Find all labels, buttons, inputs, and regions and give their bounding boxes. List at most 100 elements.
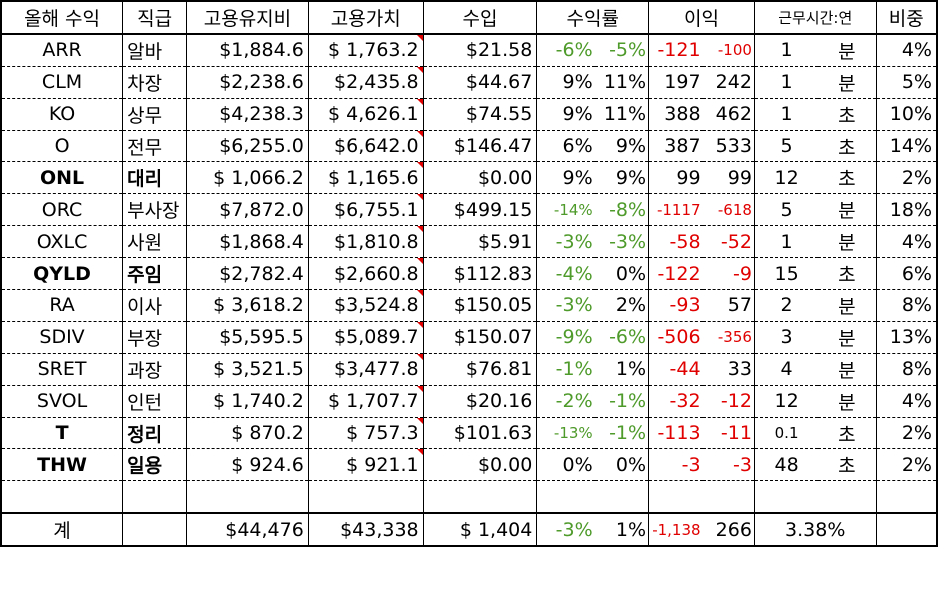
income-cell[interactable]: $150.05 [423,289,538,322]
return-rate-cell[interactable]: -5% [594,33,650,67]
income-cell[interactable]: $20.16 [423,385,538,418]
time-unit-cell[interactable]: 분 [818,321,877,354]
cost-cell[interactable]: $ 924.6 [186,448,309,482]
rank-cell[interactable]: 일용 [122,448,188,482]
weight-cell[interactable]: 14% [876,130,938,163]
return-rate-cell[interactable]: -2% [536,385,595,418]
weight-cell[interactable]: 13% [876,321,938,354]
rank-cell[interactable]: 전무 [122,130,188,163]
profit-cell[interactable]: 99 [648,161,703,195]
header-cell[interactable]: 올해 수익 [0,0,124,35]
ticker-cell[interactable]: O [0,130,124,163]
return-rate-cell[interactable]: -3% [536,225,595,259]
profit-cell[interactable]: -52 [702,225,755,259]
time-unit-cell[interactable]: 분 [818,193,877,227]
time-unit-cell[interactable]: 초 [818,448,877,482]
profit-cell[interactable]: -32 [648,385,703,418]
profit-cell[interactable]: 242 [702,66,755,99]
time-unit-cell[interactable]: 초 [818,161,877,195]
header-cell[interactable]: 고용가치 [308,0,424,35]
return-rate-cell[interactable]: 0% [536,448,595,482]
ticker-cell[interactable]: THW [0,448,124,482]
profit-cell[interactable]: -121 [648,33,703,67]
profit-cell[interactable]: -3 [648,448,703,482]
profit-cell[interactable]: -122 [648,257,703,291]
value-cell[interactable]: $3,477.8 [308,353,424,386]
return-rate-cell[interactable]: -6% [536,33,595,67]
weight-cell[interactable]: 4% [876,225,938,259]
rank-cell[interactable]: 부사장 [122,193,188,227]
weight-cell[interactable]: 10% [876,98,938,131]
return-rate-cell[interactable]: 9% [594,161,650,195]
ticker-cell[interactable]: ONL [0,161,124,195]
cost-cell[interactable]: $5,595.5 [186,321,309,354]
hours-cell[interactable]: 5 [754,193,819,227]
profit-cell[interactable]: -618 [702,193,755,227]
weight-cell[interactable]: 2% [876,448,938,482]
profit-cell[interactable]: -1117 [648,193,703,227]
profit-cell[interactable]: -44 [648,353,703,386]
total-cost[interactable]: $44,476 [186,512,309,548]
total-ratio[interactable]: 3.38% [754,512,877,548]
cost-cell[interactable]: $2,782.4 [186,257,309,291]
ticker-cell[interactable]: SDIV [0,321,124,354]
cost-cell[interactable]: $6,255.0 [186,130,309,163]
weight-cell[interactable]: 6% [876,257,938,291]
cost-cell[interactable]: $1,868.4 [186,225,309,259]
hours-cell[interactable]: 12 [754,385,819,418]
cost-cell[interactable]: $ 1,740.2 [186,385,309,418]
time-unit-cell[interactable]: 초 [818,257,877,291]
income-cell[interactable]: $101.63 [423,417,538,450]
return-rate-cell[interactable]: 11% [594,98,650,131]
ticker-cell[interactable]: QYLD [0,257,124,291]
rank-cell[interactable]: 인턴 [122,385,188,418]
return-rate-cell[interactable]: 1% [594,353,650,386]
profit-cell[interactable]: -113 [648,417,703,450]
weight-cell[interactable]: 5% [876,66,938,99]
total-return-rate[interactable]: 1% [594,512,650,548]
return-rate-cell[interactable]: 0% [594,448,650,482]
ticker-cell[interactable]: CLM [0,66,124,99]
income-cell[interactable]: $150.07 [423,321,538,354]
value-cell[interactable]: $6,642.0 [308,130,424,163]
total-label[interactable]: 계 [0,512,124,548]
value-cell[interactable]: $ 921.1 [308,448,424,482]
empty-cell[interactable] [423,480,538,514]
profit-cell[interactable]: -100 [702,33,755,67]
profit-cell[interactable]: -12 [702,385,755,418]
return-rate-cell[interactable]: -3% [536,289,595,322]
value-cell[interactable]: $ 1,165.6 [308,161,424,195]
ticker-cell[interactable]: ARR [0,33,124,67]
time-unit-cell[interactable]: 초 [818,130,877,163]
hours-cell[interactable]: 4 [754,353,819,386]
time-unit-cell[interactable]: 분 [818,385,877,418]
return-rate-cell[interactable]: -1% [594,385,650,418]
return-rate-cell[interactable]: 2% [594,289,650,322]
weight-cell[interactable]: 18% [876,193,938,227]
rank-cell[interactable]: 사원 [122,225,188,259]
rank-cell[interactable]: 정리 [122,417,188,450]
hours-cell[interactable]: 3 [754,321,819,354]
return-rate-cell[interactable]: -4% [536,257,595,291]
value-cell[interactable]: $1,810.8 [308,225,424,259]
return-rate-cell[interactable]: -3% [594,225,650,259]
profit-cell[interactable]: -9 [702,257,755,291]
total-value[interactable]: $43,338 [308,512,424,548]
ticker-cell[interactable]: T [0,417,124,450]
empty-cell[interactable] [536,480,595,514]
return-rate-cell[interactable]: -8% [594,193,650,227]
weight-cell[interactable]: 4% [876,33,938,67]
header-cell[interactable]: 수입 [423,0,538,35]
empty-cell[interactable] [122,512,188,548]
weight-cell[interactable]: 4% [876,385,938,418]
cost-cell[interactable]: $4,238.3 [186,98,309,131]
hours-cell[interactable]: 48 [754,448,819,482]
profit-cell[interactable]: 33 [702,353,755,386]
profit-cell[interactable]: 388 [648,98,703,131]
value-cell[interactable]: $3,524.8 [308,289,424,322]
profit-cell[interactable]: -58 [648,225,703,259]
rank-cell[interactable]: 대리 [122,161,188,195]
header-cell[interactable]: 비중 [876,0,938,35]
empty-cell[interactable] [122,480,188,514]
value-cell[interactable]: $ 4,626.1 [308,98,424,131]
